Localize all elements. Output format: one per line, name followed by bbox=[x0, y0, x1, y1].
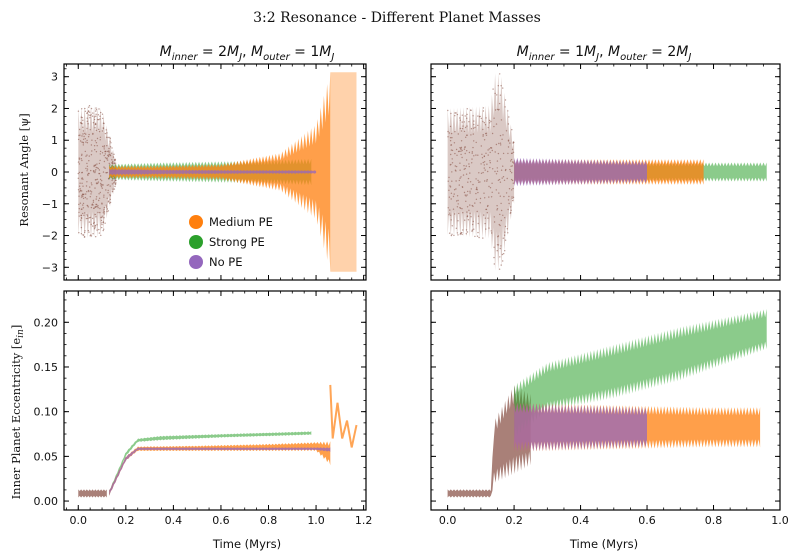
y-tick-label: −3 bbox=[42, 261, 58, 274]
ticks: 0.0 0.2 0.4 0.6 0.8 1.0 1.2 0.00 0.05 0.10 0.15 0.2… bbox=[34, 291, 373, 527]
legend: Medium PE Strong PE No PE bbox=[189, 215, 273, 269]
panel-eccentricity-right: 0.0 0.2 0.4 0.6 0.8 1.0 bbox=[430, 290, 789, 527]
panel-resonant-angle-left: −3 −2 −1 0 1 2 3 bbox=[42, 63, 367, 281]
y-tick-label: 0.10 bbox=[34, 406, 59, 419]
x-tick-label: 1.0 bbox=[307, 514, 325, 527]
series-initial bbox=[447, 385, 531, 498]
series-initial-points bbox=[77, 105, 117, 238]
series-no-pe bbox=[109, 447, 331, 496]
y-tick-label: 0.00 bbox=[34, 495, 59, 508]
y-tick-label: 0.15 bbox=[34, 361, 59, 374]
x-tick-label: 0.2 bbox=[505, 514, 523, 527]
xlabel-right: Time (Myrs) bbox=[569, 537, 638, 551]
series-strong-pe bbox=[514, 308, 767, 439]
series-initial-points bbox=[447, 73, 515, 270]
x-tick-label: 0.8 bbox=[260, 514, 278, 527]
panel-title-left: Minner = 2MJ, Mouter = 1MJ bbox=[160, 44, 335, 63]
legend-label-strong-pe: Strong PE bbox=[209, 235, 265, 249]
series-initial bbox=[78, 489, 107, 498]
x-tick-label: 0.0 bbox=[70, 514, 88, 527]
legend-marker-strong-pe bbox=[189, 235, 203, 249]
x-tick-label: 1.2 bbox=[355, 514, 373, 527]
series-no-pe bbox=[109, 168, 317, 176]
legend-label-medium-pe: Medium PE bbox=[209, 215, 273, 229]
ylabel-top: Resonant Angle [ψ] bbox=[17, 113, 31, 226]
ticks: −3 −2 −1 0 1 2 3 bbox=[42, 64, 366, 280]
legend-label-no-pe: No PE bbox=[209, 255, 243, 269]
y-tick-label: 0 bbox=[51, 166, 58, 179]
series-initial bbox=[447, 73, 515, 271]
y-tick-label: 0.20 bbox=[34, 316, 59, 329]
legend-marker-no-pe bbox=[189, 255, 203, 269]
y-tick-label: 0.05 bbox=[34, 450, 59, 463]
x-tick-label: 1.0 bbox=[771, 514, 789, 527]
x-tick-label: 0.4 bbox=[572, 514, 590, 527]
legend-marker-medium-pe bbox=[189, 215, 203, 229]
y-tick-label: 3 bbox=[51, 71, 58, 84]
x-tick-label: 0.2 bbox=[117, 514, 135, 527]
series-medium-pe-tail bbox=[329, 384, 358, 448]
suptitle: 3:2 Resonance - Different Planet Masses bbox=[253, 10, 541, 26]
ylabel-bottom: Inner Planet Eccentricity [ein] bbox=[9, 325, 26, 500]
y-tick-label: 2 bbox=[51, 102, 58, 115]
ticks: 0.0 0.2 0.4 0.6 0.8 1.0 bbox=[431, 291, 789, 527]
series-no-pe bbox=[514, 402, 647, 452]
panel-title-right: Minner = 1MJ, Mouter = 2MJ bbox=[517, 44, 692, 63]
series-medium-pe-spread bbox=[330, 72, 357, 272]
axes-frame bbox=[63, 290, 367, 511]
panel-eccentricity-left: 0.0 0.2 0.4 0.6 0.8 1.0 1.2 0.00 0.05 0.10 0.15 0.2… bbox=[34, 290, 373, 527]
series-strong-pe bbox=[109, 431, 312, 496]
ticks bbox=[431, 64, 781, 280]
x-tick-label: 0.6 bbox=[212, 514, 230, 527]
x-tick-label: 0.6 bbox=[638, 514, 656, 527]
series-medium-pe bbox=[109, 441, 331, 496]
xlabel-left: Time (Myrs) bbox=[212, 537, 281, 551]
y-tick-label: 1 bbox=[51, 134, 58, 147]
y-tick-label: −2 bbox=[42, 230, 58, 243]
y-tick-label: −1 bbox=[42, 198, 58, 211]
x-tick-label: 0.4 bbox=[165, 514, 183, 527]
x-tick-label: 0.0 bbox=[439, 514, 457, 527]
series-no-pe bbox=[514, 157, 647, 187]
x-tick-label: 0.8 bbox=[705, 514, 723, 527]
panel-resonant-angle-right bbox=[430, 63, 781, 281]
